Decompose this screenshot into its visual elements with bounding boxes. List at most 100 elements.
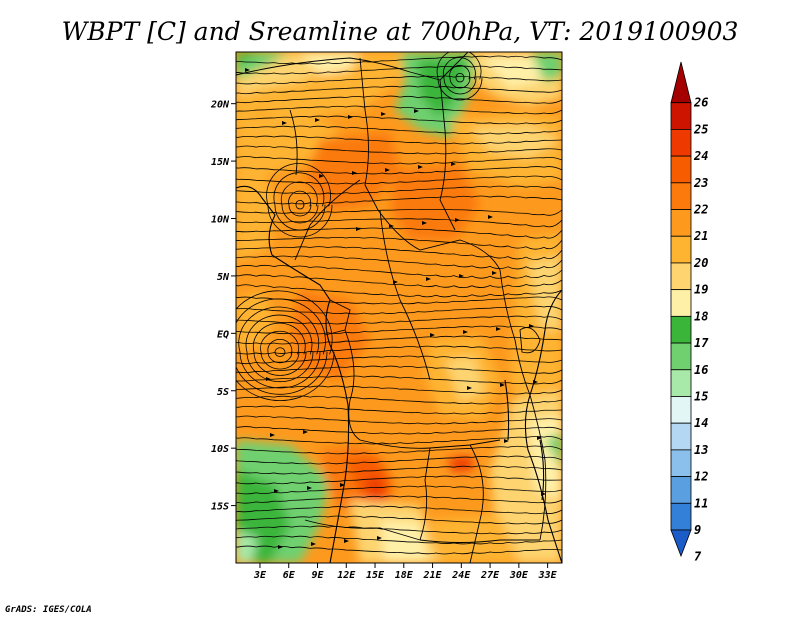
- colorbar-label: 7: [694, 550, 702, 564]
- streamline: [236, 535, 562, 545]
- colorbar-label: 21: [693, 229, 708, 243]
- x-tick-label: 9E: [311, 570, 324, 581]
- chart-title: WBPT [C] and Sreamline at 700hPa, VT: 20…: [62, 17, 739, 46]
- streamline: [236, 227, 562, 239]
- streamline: [236, 166, 562, 175]
- streamline: [236, 545, 562, 555]
- streamline: [236, 105, 562, 115]
- streamline: [236, 485, 562, 495]
- streamline-arrow: [492, 271, 497, 275]
- x-tick-label: 6E: [283, 570, 296, 581]
- streamline: [288, 190, 312, 217]
- streamline: [236, 436, 562, 445]
- streamline: [236, 426, 562, 435]
- colorbar-swatch: [670, 155, 692, 184]
- streamline: [455, 72, 465, 83]
- x-tick-label: 12E: [337, 570, 356, 581]
- streamline: [236, 495, 562, 504]
- streamline-arrow: [282, 121, 287, 125]
- colorbar-label: 16: [694, 363, 708, 377]
- x-tick-label: 21E: [423, 570, 443, 581]
- x-tick-label: 3E: [253, 570, 267, 581]
- y-tick-label: 5S: [217, 387, 229, 398]
- streamline: [273, 172, 326, 231]
- lake-malawi: [539, 439, 545, 501]
- streamline: [236, 246, 562, 260]
- streamline-arrow: [344, 539, 349, 543]
- x-tick-label: 18E: [395, 570, 414, 581]
- colorbar-swatch: [670, 476, 692, 504]
- colorbar-label: 18: [694, 309, 708, 323]
- streamline: [236, 365, 562, 374]
- streamline-arrow: [488, 215, 493, 219]
- streamline: [236, 236, 562, 250]
- streamline-arrow: [451, 162, 456, 166]
- streamline: [236, 95, 562, 104]
- streamline: [236, 65, 562, 75]
- streamline-arrow: [356, 227, 361, 231]
- streamline-arrow: [467, 386, 472, 390]
- streamline-arrow: [352, 171, 357, 175]
- streamline: [236, 274, 562, 289]
- streamline-arrow: [426, 277, 431, 281]
- colorbar-label: 23: [693, 176, 708, 190]
- y-tick-label: 15N: [211, 157, 230, 168]
- streamline: [236, 298, 328, 395]
- streamline: [236, 335, 562, 345]
- streamline: [236, 525, 562, 535]
- streamline-arrow: [311, 542, 316, 546]
- streamline-arrow: [340, 483, 345, 487]
- colorbar-swatch: [670, 209, 692, 237]
- colorbar-label: 19: [694, 283, 708, 297]
- x-tick-label: 33E: [538, 570, 558, 581]
- y-tick-label: EQ: [217, 329, 229, 340]
- colorbar-swatch: [670, 61, 692, 104]
- streamline: [236, 445, 562, 455]
- streamline: [236, 284, 562, 298]
- streamline: [236, 175, 562, 185]
- streamline-arrow: [455, 218, 460, 222]
- map-frame: [235, 51, 563, 564]
- streamline-arrow: [315, 118, 320, 122]
- grads-credit: GrADS: IGES/COLA: [5, 605, 92, 615]
- colorbar-swatch: [670, 315, 692, 344]
- streamline-arrow: [307, 486, 312, 490]
- streamline: [238, 306, 321, 389]
- streamline: [236, 195, 562, 205]
- streamline-arrow: [274, 489, 279, 493]
- colorbar-label: 13: [694, 443, 708, 457]
- colorbar-swatch: [670, 129, 692, 157]
- streamline: [236, 218, 562, 228]
- colorbar-swatch: [670, 182, 692, 210]
- streamline: [236, 115, 562, 125]
- streamline: [236, 135, 562, 145]
- streamline: [280, 181, 319, 224]
- streamline-arrow: [537, 436, 542, 440]
- colorbar-swatch: [670, 235, 692, 264]
- streamline: [266, 163, 333, 238]
- streamline: [236, 505, 562, 515]
- streamline-arrow: [266, 377, 271, 381]
- streamline-arrow: [504, 439, 509, 443]
- streamline-arrow: [385, 168, 390, 172]
- streamline: [236, 405, 562, 415]
- streamline-arrow: [414, 109, 419, 113]
- streamline-arrow: [500, 383, 505, 387]
- streamline: [436, 52, 483, 101]
- streamline-arrow: [422, 221, 427, 225]
- colorbar-swatch: [670, 449, 692, 477]
- map-area: [235, 51, 563, 564]
- colorbar-swatch: [670, 369, 692, 397]
- colorbar-label: 20: [693, 256, 708, 270]
- colorbar-swatch: [670, 342, 692, 371]
- streamline-arrow: [245, 68, 250, 72]
- colorbar-label: 17: [694, 336, 709, 350]
- colorbar-label: 25: [693, 122, 708, 136]
- lake-victoria: [519, 327, 541, 354]
- colorbar-label: 11: [694, 496, 708, 510]
- streamline: [236, 145, 562, 155]
- streamline: [236, 465, 562, 475]
- streamlines: [236, 52, 562, 555]
- colorbar-label: 9: [694, 523, 701, 537]
